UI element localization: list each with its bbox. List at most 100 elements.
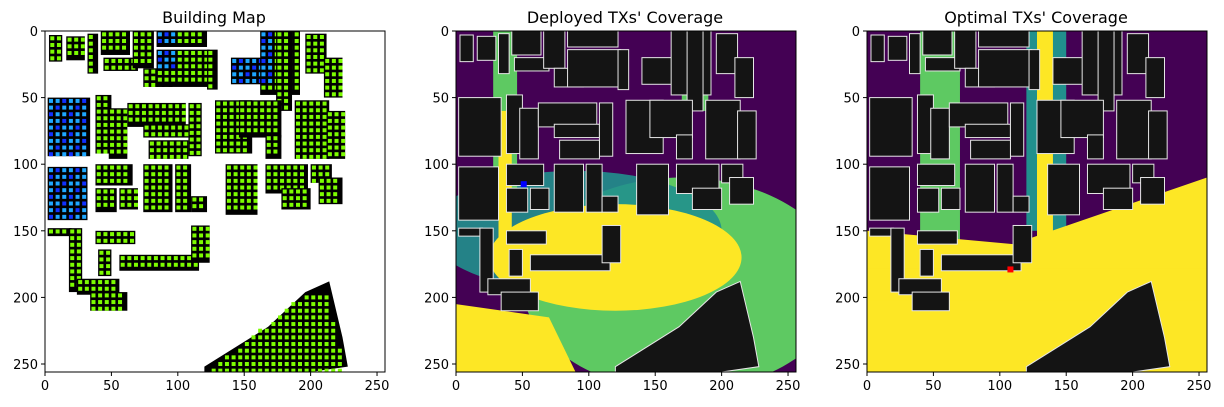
grid-marker xyxy=(296,202,301,207)
grid-marker xyxy=(157,192,162,197)
grid-marker xyxy=(108,45,113,50)
grid-marker xyxy=(55,145,60,150)
grid-marker xyxy=(68,168,73,173)
grid-marker xyxy=(103,172,108,177)
grid-marker xyxy=(260,121,265,126)
grid-marker xyxy=(251,335,256,340)
heatmap-layer xyxy=(456,31,796,372)
grid-marker xyxy=(128,110,133,115)
grid-marker xyxy=(123,238,128,243)
grid-marker xyxy=(177,64,182,69)
grid-marker xyxy=(322,128,327,133)
grid-marker xyxy=(48,194,53,199)
grid-marker xyxy=(309,101,314,106)
grid-marker xyxy=(80,44,85,49)
grid-marker xyxy=(127,202,132,207)
grid-marker xyxy=(252,65,257,70)
grid-marker xyxy=(296,121,301,126)
grid-marker xyxy=(319,41,324,46)
grid-marker xyxy=(284,58,289,63)
grid-marker xyxy=(293,165,298,170)
grid-marker xyxy=(233,205,238,210)
grid-marker xyxy=(302,134,307,139)
grid-marker xyxy=(304,308,309,313)
grid-marker xyxy=(309,141,314,146)
building-block xyxy=(476,35,497,61)
y-tick-label: 0 xyxy=(441,25,449,40)
grid-marker xyxy=(261,45,266,50)
grid-marker xyxy=(317,362,322,367)
grid-marker xyxy=(62,201,67,206)
x-tick-label: 150 xyxy=(643,379,668,394)
grid-marker xyxy=(324,322,329,327)
grid-marker xyxy=(331,355,336,360)
grid-marker xyxy=(55,138,60,143)
grid-marker xyxy=(110,116,115,121)
grid-marker xyxy=(324,362,329,367)
grid-marker xyxy=(191,38,196,43)
grid-marker xyxy=(120,262,125,267)
grid-marker xyxy=(240,108,245,113)
grid-marker xyxy=(205,233,210,238)
grid-marker xyxy=(298,342,302,347)
grid-marker xyxy=(273,172,278,177)
grid-marker xyxy=(284,328,289,333)
grid-marker xyxy=(160,256,165,261)
grid-marker xyxy=(62,214,67,219)
grid-marker xyxy=(205,226,210,231)
grid-marker xyxy=(309,154,314,159)
grid-marker xyxy=(322,114,327,119)
grid-marker xyxy=(251,368,256,372)
grid-marker xyxy=(284,308,289,313)
grid-marker xyxy=(187,262,192,267)
grid-marker xyxy=(291,342,296,347)
grid-marker xyxy=(334,132,339,137)
grid-marker xyxy=(261,32,266,37)
grid-marker xyxy=(149,154,154,159)
grid-marker xyxy=(298,362,302,367)
grid-marker xyxy=(233,192,238,197)
building-block xyxy=(686,31,704,112)
grid-marker xyxy=(196,130,201,135)
grid-marker xyxy=(199,240,204,245)
grid-marker xyxy=(70,269,75,274)
grid-marker xyxy=(331,92,336,97)
tx-marker xyxy=(520,181,527,188)
grid-marker xyxy=(82,118,87,123)
grid-marker xyxy=(122,45,127,50)
grid-marker xyxy=(151,172,156,177)
grid-marker xyxy=(82,194,87,199)
grid-marker xyxy=(62,138,67,143)
x-tick-label: 200 xyxy=(709,379,734,394)
grid-marker xyxy=(164,185,169,190)
grid-marker xyxy=(184,32,189,37)
grid-marker xyxy=(278,368,283,372)
grid-marker xyxy=(338,65,343,70)
grid-marker xyxy=(319,54,324,59)
grid-marker xyxy=(325,172,330,177)
grid-marker xyxy=(157,125,162,130)
grid-marker xyxy=(123,109,128,114)
grid-marker xyxy=(315,154,320,159)
grid-marker xyxy=(55,132,60,137)
grid-marker xyxy=(189,144,194,149)
grid-marker xyxy=(309,128,314,133)
grid-marker xyxy=(115,38,120,43)
grid-marker xyxy=(277,78,282,83)
grid-marker xyxy=(157,57,162,62)
grid-marker xyxy=(245,72,250,77)
grid-marker xyxy=(116,178,121,183)
grid-marker xyxy=(157,198,162,203)
grid-marker xyxy=(298,302,302,307)
x-tick-label: 100 xyxy=(987,379,1012,394)
grid-marker xyxy=(229,134,234,139)
grid-marker xyxy=(116,136,121,141)
building-block xyxy=(148,140,189,159)
grid-marker xyxy=(99,270,104,275)
grid-marker xyxy=(82,105,87,110)
y-tick-label: 100 xyxy=(13,158,38,173)
grid-marker xyxy=(116,142,121,147)
grid-marker xyxy=(103,178,108,183)
grid-marker xyxy=(111,65,116,70)
